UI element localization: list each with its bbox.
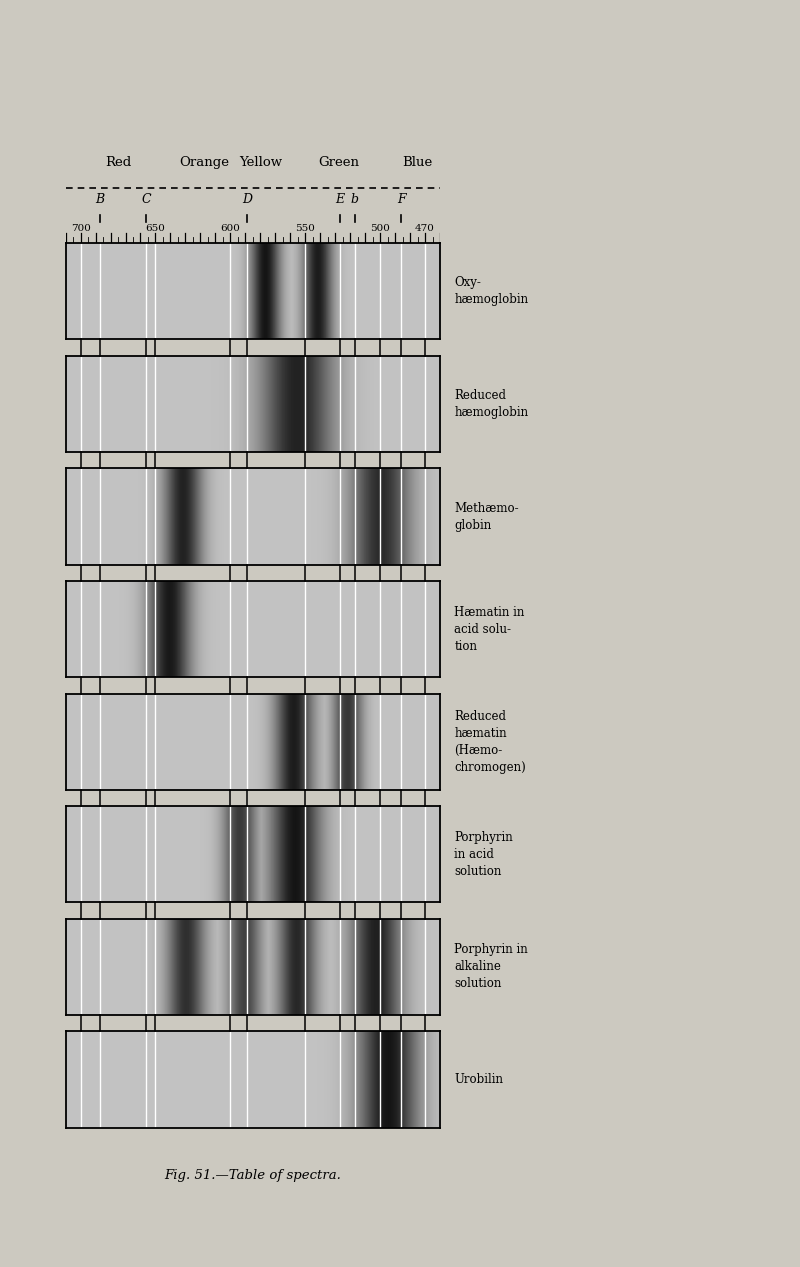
Text: 500: 500 (370, 224, 390, 233)
Text: Orange: Orange (179, 156, 229, 170)
Text: 550: 550 (295, 224, 315, 233)
Text: Hæmatin in
acid solu-
tion: Hæmatin in acid solu- tion (454, 606, 525, 653)
Text: B: B (95, 193, 105, 205)
Text: Red: Red (105, 156, 131, 170)
Text: Reduced
hæmoglobin: Reduced hæmoglobin (454, 389, 529, 419)
Text: b: b (350, 193, 358, 205)
Text: 600: 600 (220, 224, 240, 233)
Text: 470: 470 (415, 224, 435, 233)
Text: Urobilin: Urobilin (454, 1073, 503, 1086)
Text: Fig. 51.—Table of spectra.: Fig. 51.—Table of spectra. (164, 1169, 342, 1182)
Text: Yellow: Yellow (238, 156, 282, 170)
Text: Porphyrin
in acid
solution: Porphyrin in acid solution (454, 831, 513, 878)
Text: 700: 700 (70, 224, 90, 233)
Text: Methæmo-
globin: Methæmo- globin (454, 502, 519, 532)
Text: Porphyrin in
alkaline
solution: Porphyrin in alkaline solution (454, 944, 528, 991)
Text: E: E (335, 193, 344, 205)
Text: F: F (397, 193, 406, 205)
Text: 650: 650 (146, 224, 166, 233)
Text: Green: Green (318, 156, 359, 170)
Text: Blue: Blue (402, 156, 433, 170)
Text: Reduced
hæmatin
(Hæmo-
chromogen): Reduced hæmatin (Hæmo- chromogen) (454, 710, 526, 774)
Text: D: D (242, 193, 252, 205)
Text: C: C (142, 193, 151, 205)
Text: Oxy-
hæmoglobin: Oxy- hæmoglobin (454, 276, 529, 307)
